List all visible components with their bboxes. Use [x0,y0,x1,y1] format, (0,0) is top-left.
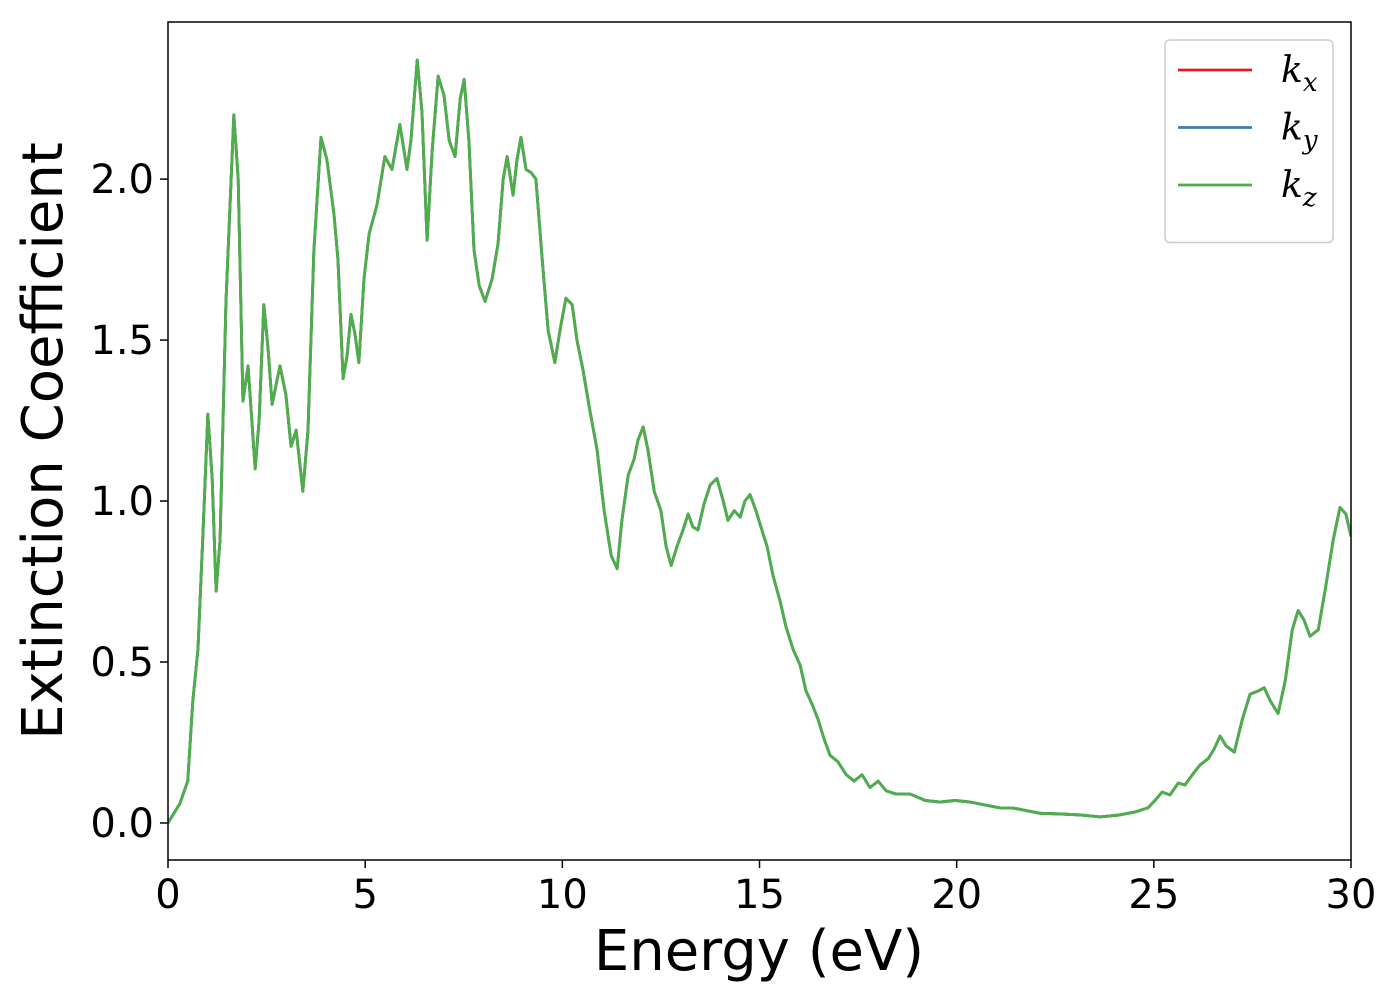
x-tick-label: 10 [537,872,588,918]
x-axis-label: Energy (eV) [594,919,924,984]
y-tick-label: 0.0 [90,801,154,847]
y-axis-label: Extinction Coefficient [11,142,76,740]
x-tick-label: 30 [1326,872,1377,918]
legend-label: ky [1281,108,1318,156]
y-tick-label: 1.0 [90,479,154,525]
y-tick-label: 1.5 [90,318,154,364]
legend-box [1164,39,1334,244]
legend-label: kz [1281,165,1317,213]
series-line [168,58,1351,824]
legend-label: kx [1281,50,1318,98]
x-tick-label: 25 [1128,872,1179,918]
x-tick-label: 0 [155,872,180,918]
x-tick-label: 20 [931,872,982,918]
x-tick-label: 15 [734,872,785,918]
y-tick-label: 2.0 [90,157,154,203]
plot-frame [167,21,1352,861]
y-tick-label: 0.5 [90,640,154,686]
x-tick-label: 5 [352,872,377,918]
